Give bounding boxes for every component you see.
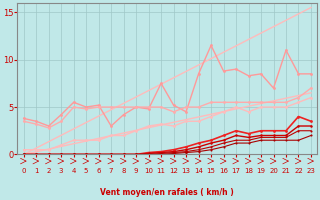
X-axis label: Vent moyen/en rafales ( km/h ): Vent moyen/en rafales ( km/h ) [100,188,234,197]
